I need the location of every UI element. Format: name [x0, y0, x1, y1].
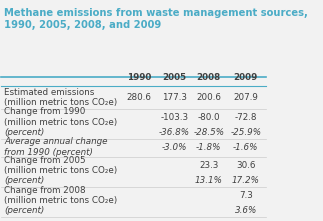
Text: 280.6: 280.6 [126, 93, 151, 102]
Text: 2005: 2005 [162, 73, 186, 82]
Text: -1.8%: -1.8% [196, 143, 222, 152]
Text: 17.2%: 17.2% [232, 176, 260, 185]
Text: -72.8: -72.8 [234, 113, 257, 122]
Text: -80.0: -80.0 [197, 113, 220, 122]
Text: 13.1%: 13.1% [195, 176, 223, 185]
Text: 30.6: 30.6 [236, 161, 255, 170]
Text: 177.3: 177.3 [162, 93, 187, 102]
Text: (percent): (percent) [4, 176, 44, 185]
Text: Estimated emissions
(million metric tons CO₂e): Estimated emissions (million metric tons… [4, 88, 117, 107]
Text: -25.9%: -25.9% [230, 128, 261, 137]
Text: -28.5%: -28.5% [193, 128, 224, 137]
Text: Average annual change
from 1990 (percent): Average annual change from 1990 (percent… [4, 137, 108, 157]
Text: Change from 1990
(million metric tons CO₂e): Change from 1990 (million metric tons CO… [4, 107, 117, 127]
Text: -3.0%: -3.0% [162, 143, 187, 152]
Text: 2009: 2009 [234, 73, 258, 82]
Text: -1.6%: -1.6% [233, 143, 258, 152]
Text: 3.6%: 3.6% [234, 206, 257, 215]
Text: 1990: 1990 [127, 73, 151, 82]
Text: Change from 2005
(million metric tons CO₂e): Change from 2005 (million metric tons CO… [4, 156, 117, 175]
Text: (percent): (percent) [4, 206, 44, 215]
Text: Methane emissions from waste management sources,
1990, 2005, 2008, and 2009: Methane emissions from waste management … [4, 8, 308, 30]
Text: 2008: 2008 [197, 73, 221, 82]
Text: (percent): (percent) [4, 128, 44, 137]
Text: 207.9: 207.9 [233, 93, 258, 102]
Text: Change from 2008
(million metric tons CO₂e): Change from 2008 (million metric tons CO… [4, 186, 117, 205]
Text: 7.3: 7.3 [239, 191, 253, 200]
Text: -103.3: -103.3 [160, 113, 189, 122]
Text: 200.6: 200.6 [196, 93, 221, 102]
Text: -36.8%: -36.8% [159, 128, 190, 137]
Text: 23.3: 23.3 [199, 161, 218, 170]
